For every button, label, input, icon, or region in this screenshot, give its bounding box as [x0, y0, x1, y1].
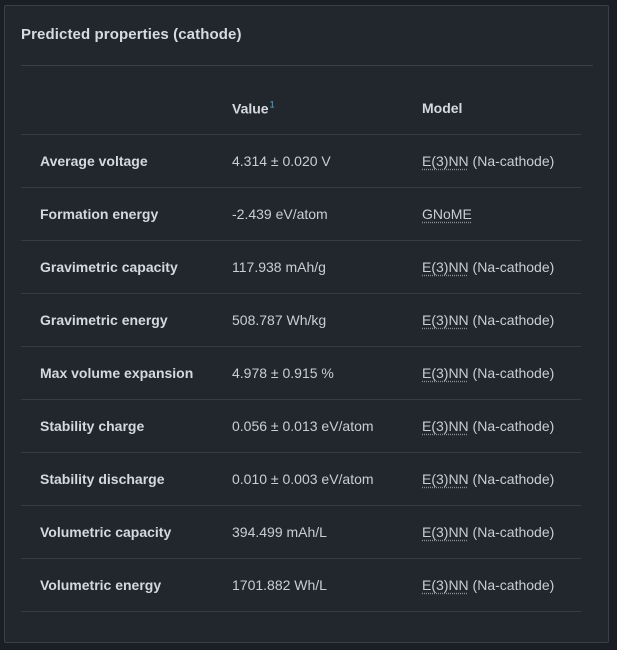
table-row: Gravimetric energy 508.787 Wh/kg E(3)NN … [21, 294, 581, 347]
table-row: Stability discharge 0.010 ± 0.003 eV/ato… [21, 453, 581, 506]
model-abbr[interactable]: E(3)NN [422, 418, 469, 434]
model-suffix: (Na-cathode) [468, 524, 555, 540]
predicted-properties-panel: Predicted properties (cathode) Value1 Mo… [4, 5, 609, 643]
property-name: Stability discharge [40, 471, 165, 487]
property-model: GNoME [422, 206, 472, 222]
model-suffix: (Na-cathode) [468, 259, 555, 275]
property-model: E(3)NN (Na-cathode) [422, 577, 554, 593]
property-name: Max volume expansion [40, 365, 194, 381]
property-name: Stability charge [40, 418, 145, 434]
table-header-row: Value1 Model [21, 82, 581, 135]
model-abbr[interactable]: E(3)NN [422, 577, 469, 593]
table-row: Volumetric energy 1701.882 Wh/L E(3)NN (… [21, 559, 581, 612]
table-row: Max volume expansion 4.978 ± 0.915 % E(3… [21, 347, 581, 400]
model-suffix: (Na-cathode) [468, 418, 555, 434]
property-name: Formation energy [40, 206, 159, 222]
property-value: 394.499 mAh/L [232, 524, 327, 540]
property-value: 117.938 mAh/g [232, 259, 326, 275]
panel-divider [21, 65, 593, 66]
model-abbr[interactable]: E(3)NN [422, 524, 469, 540]
property-name: Gravimetric energy [40, 312, 168, 328]
model-abbr[interactable]: E(3)NN [422, 471, 469, 487]
header-model: Model [422, 100, 463, 116]
model-abbr[interactable]: E(3)NN [422, 312, 469, 328]
property-value: 508.787 Wh/kg [232, 312, 327, 328]
property-model: E(3)NN (Na-cathode) [422, 524, 554, 540]
model-suffix: (Na-cathode) [468, 471, 555, 487]
property-value: 4.314 ± 0.020 V [232, 153, 331, 169]
header-value-label: Value [232, 100, 269, 117]
property-name: Volumetric capacity [40, 524, 172, 540]
property-model: E(3)NN (Na-cathode) [422, 471, 554, 487]
property-name: Volumetric energy [40, 577, 162, 593]
model-suffix: (Na-cathode) [468, 153, 555, 169]
property-value: 0.010 ± 0.003 eV/atom [232, 471, 374, 487]
table-row: Volumetric capacity 394.499 mAh/L E(3)NN… [21, 506, 581, 559]
table-row: Average voltage 4.314 ± 0.020 V E(3)NN (… [21, 135, 581, 188]
header-value: Value1 [232, 100, 275, 117]
property-model: E(3)NN (Na-cathode) [422, 259, 554, 275]
model-abbr[interactable]: E(3)NN [422, 365, 469, 381]
property-name: Average voltage [40, 153, 148, 169]
panel-title: Predicted properties (cathode) [21, 26, 242, 43]
model-suffix: (Na-cathode) [468, 365, 555, 381]
property-model: E(3)NN (Na-cathode) [422, 153, 554, 169]
model-abbr[interactable]: GNoME [422, 206, 472, 222]
model-abbr[interactable]: E(3)NN [422, 259, 469, 275]
table-row: Formation energy -2.439 eV/atom GNoME [21, 188, 581, 241]
model-abbr[interactable]: E(3)NN [422, 153, 469, 169]
property-model: E(3)NN (Na-cathode) [422, 312, 554, 328]
property-model: E(3)NN (Na-cathode) [422, 365, 554, 381]
properties-table: Value1 Model Average voltage 4.314 ± 0.0… [21, 82, 581, 612]
property-model: E(3)NN (Na-cathode) [422, 418, 554, 434]
model-suffix: (Na-cathode) [468, 577, 555, 593]
property-value: 1701.882 Wh/L [232, 577, 327, 593]
table-row: Stability charge 0.056 ± 0.013 eV/atom E… [21, 400, 581, 453]
property-value: -2.439 eV/atom [232, 206, 328, 222]
property-name: Gravimetric capacity [40, 259, 178, 275]
table-row: Gravimetric capacity 117.938 mAh/g E(3)N… [21, 241, 581, 294]
property-value: 4.978 ± 0.915 % [232, 365, 334, 381]
model-suffix: (Na-cathode) [468, 312, 555, 328]
footnote-link[interactable]: 1 [269, 99, 275, 110]
property-value: 0.056 ± 0.013 eV/atom [232, 418, 374, 434]
